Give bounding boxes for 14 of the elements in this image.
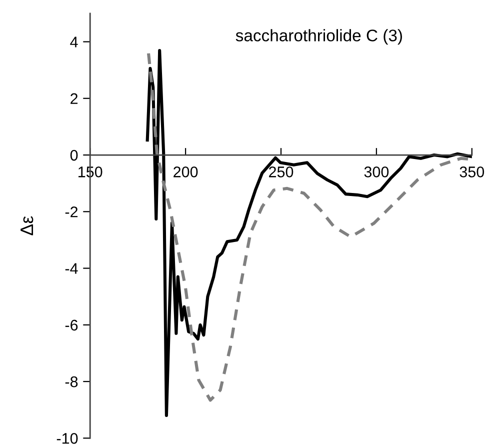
y-tick-label: 0 — [70, 150, 78, 161]
text: saccharothriolide C (3) — [236, 29, 402, 45]
y-tick-label: -10 — [56, 433, 78, 444]
y-tick-label: 4 — [70, 36, 78, 48]
y-axis-title: Δε — [20, 216, 34, 236]
y-tick-label: -8 — [65, 376, 78, 388]
x-tick-label: 350 — [460, 166, 484, 178]
y-tick-label: 2 — [70, 93, 78, 104]
y-tick-label: -6 — [65, 320, 78, 331]
y-tick-label: -2 — [65, 206, 78, 218]
x-tick-label: 200 — [174, 166, 198, 178]
x-tick-label: 250 — [269, 166, 294, 178]
x-tick-label: 300 — [364, 166, 389, 178]
y-tick-label: -4 — [65, 263, 78, 274]
